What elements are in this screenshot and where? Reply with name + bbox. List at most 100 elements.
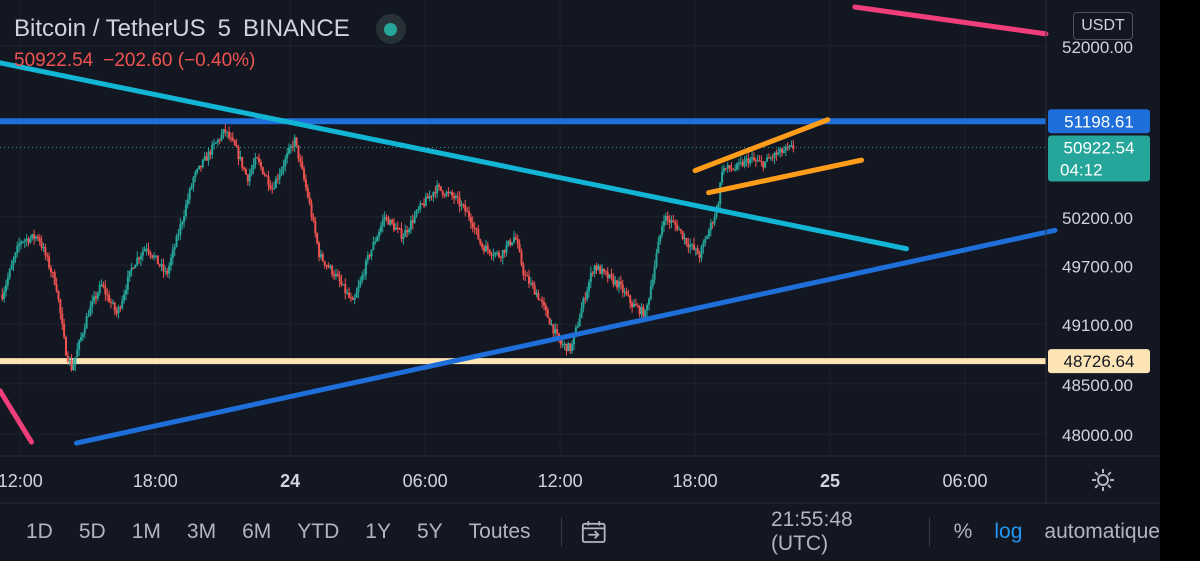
trendline-descending[interactable]	[0, 60, 910, 252]
candle-body	[773, 152, 776, 158]
candle-body	[173, 247, 176, 250]
candle-body	[115, 310, 118, 314]
candle-body	[361, 275, 364, 281]
x-tick-label: 06:00	[942, 471, 987, 491]
candle-body	[304, 179, 307, 188]
candle-body	[128, 270, 131, 277]
candle-body	[766, 157, 769, 162]
candle-body	[357, 286, 360, 293]
candle-body	[601, 268, 604, 274]
candle-body	[368, 255, 371, 257]
candle-body	[447, 191, 450, 193]
candle-body	[104, 287, 107, 295]
log-scale-toggle[interactable]: log	[994, 520, 1023, 543]
candle-body	[228, 131, 231, 138]
candle-body	[340, 281, 343, 285]
candle-body	[724, 167, 727, 169]
candles	[1, 124, 795, 372]
timeframe-6m[interactable]: 6M	[242, 520, 272, 543]
candle-body	[777, 152, 780, 155]
candle-body	[34, 236, 37, 239]
candle-body	[198, 165, 201, 170]
candle-body	[501, 250, 504, 259]
candle-body	[451, 192, 454, 196]
symbol-legend[interactable]: Bitcoin / TetherUS 5 BINANCE	[14, 12, 406, 46]
candle-body	[623, 291, 626, 293]
candle-body	[66, 355, 69, 362]
timeframe-1m[interactable]: 1M	[131, 520, 161, 543]
trendline-pink-bottom[interactable]	[0, 388, 34, 445]
candle-body	[629, 295, 632, 303]
clock-time[interactable]: 21:55:48 (UTC)	[770, 508, 853, 555]
currency-button[interactable]: USDT	[1073, 12, 1133, 40]
timeframe-all[interactable]: Toutes	[468, 520, 531, 543]
candle-body	[617, 281, 620, 288]
trendline-channel-lower[interactable]	[706, 157, 865, 196]
candle-body	[349, 297, 352, 299]
candle-body	[469, 217, 472, 223]
candle-body	[218, 139, 221, 141]
screen-edge	[1160, 0, 1200, 561]
candle-body	[121, 300, 124, 308]
percent-scale-toggle[interactable]: %	[953, 520, 973, 543]
timeframe-ytd[interactable]: YTD	[297, 520, 340, 543]
y-tick-label: 50200.00	[1062, 209, 1133, 228]
candle-body	[691, 244, 694, 246]
candle-body	[196, 169, 199, 173]
candle-body	[325, 265, 328, 267]
candle-body	[153, 255, 156, 258]
candle-body	[398, 228, 401, 230]
x-tick-label: 12:00	[0, 471, 43, 491]
timeframe-1d[interactable]: 1D	[26, 520, 53, 543]
candle-body	[351, 298, 354, 300]
timeframe-1y[interactable]: 1Y	[365, 520, 391, 543]
candle-body	[631, 302, 634, 307]
trendlines[interactable]	[0, 4, 1058, 446]
candle-body	[151, 255, 154, 258]
y-tick-label: 48500.00	[1062, 376, 1133, 395]
x-tick-label: 24	[280, 471, 300, 491]
candle-body	[713, 217, 716, 224]
candle-body	[334, 274, 337, 277]
candle-body	[499, 257, 502, 259]
date-range-icon[interactable]	[581, 519, 607, 545]
timeframe-5d[interactable]: 5D	[78, 520, 106, 543]
candle-body	[241, 156, 244, 168]
candle-body	[409, 220, 412, 230]
candle-body	[59, 299, 62, 314]
trendline-pink-top[interactable]	[852, 4, 1049, 37]
candle-body	[87, 316, 90, 318]
candle-body	[509, 240, 512, 246]
candle-body	[96, 293, 99, 299]
candle-body	[348, 292, 351, 298]
bottom-toolbar: 1D 5D 1M 3M 6M YTD 1Y 5Y Toutes 21:55:48…	[0, 503, 1160, 561]
trendline-ascending[interactable]	[73, 227, 1058, 446]
gear-icon[interactable]	[1089, 466, 1117, 494]
candle-body	[662, 221, 665, 227]
candle-body	[136, 257, 139, 265]
candle-body	[439, 186, 442, 191]
candle-body	[42, 247, 45, 249]
candle-body	[33, 234, 36, 239]
candle-body	[78, 340, 81, 350]
candle-body	[604, 271, 607, 273]
candle-body	[511, 242, 514, 246]
candle-body	[55, 284, 58, 292]
candle-body	[124, 289, 127, 295]
trendline-channel-upper[interactable]	[692, 117, 831, 174]
timeframe-3m[interactable]: 3M	[186, 520, 217, 543]
candle-body	[374, 241, 377, 243]
candle-body	[256, 157, 259, 159]
auto-scale-toggle[interactable]: automatique	[1044, 520, 1160, 543]
candle-body	[726, 165, 729, 169]
timeframe-5y[interactable]: 5Y	[416, 520, 443, 543]
candle-body	[576, 326, 579, 328]
x-tick-label: 25	[820, 471, 840, 491]
candle-body	[205, 156, 208, 161]
candle-body	[117, 307, 120, 314]
candle-body	[190, 185, 193, 189]
candle-body	[171, 249, 174, 258]
candle-body	[698, 254, 701, 258]
